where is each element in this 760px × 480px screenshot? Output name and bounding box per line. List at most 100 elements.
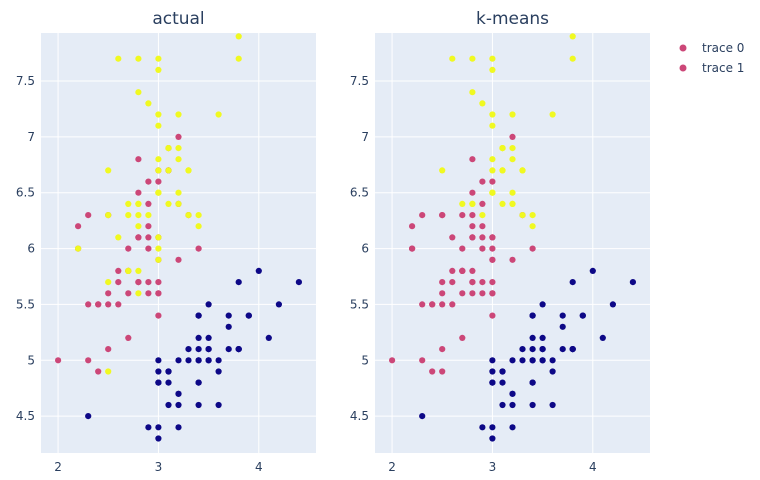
data-point[interactable] bbox=[419, 357, 426, 364]
data-point[interactable] bbox=[459, 267, 466, 274]
data-point[interactable] bbox=[489, 178, 496, 185]
data-point[interactable] bbox=[205, 346, 212, 353]
data-point[interactable] bbox=[569, 33, 576, 40]
data-point[interactable] bbox=[499, 368, 506, 375]
data-point[interactable] bbox=[85, 301, 92, 308]
data-point[interactable] bbox=[489, 234, 496, 241]
data-point[interactable] bbox=[529, 245, 536, 252]
data-point[interactable] bbox=[519, 167, 526, 174]
data-point[interactable] bbox=[499, 167, 506, 174]
data-point[interactable] bbox=[539, 346, 546, 353]
data-point[interactable] bbox=[175, 189, 182, 196]
data-point[interactable] bbox=[409, 245, 416, 252]
data-point[interactable] bbox=[499, 145, 506, 152]
data-point[interactable] bbox=[135, 156, 142, 163]
data-point[interactable] bbox=[509, 200, 516, 207]
data-point[interactable] bbox=[125, 212, 132, 219]
data-point[interactable] bbox=[145, 178, 152, 185]
data-point[interactable] bbox=[135, 55, 142, 62]
data-point[interactable] bbox=[509, 189, 516, 196]
data-point[interactable] bbox=[145, 100, 152, 107]
data-point[interactable] bbox=[195, 334, 202, 341]
data-point[interactable] bbox=[195, 212, 202, 219]
data-point[interactable] bbox=[115, 55, 122, 62]
data-point[interactable] bbox=[509, 390, 516, 397]
data-point[interactable] bbox=[489, 245, 496, 252]
data-point[interactable] bbox=[245, 312, 252, 319]
data-point[interactable] bbox=[155, 167, 162, 174]
data-point[interactable] bbox=[489, 379, 496, 386]
data-point[interactable] bbox=[489, 55, 496, 62]
data-point[interactable] bbox=[155, 435, 162, 442]
data-point[interactable] bbox=[195, 245, 202, 252]
data-point[interactable] bbox=[55, 357, 62, 364]
data-point[interactable] bbox=[145, 290, 152, 297]
data-point[interactable] bbox=[195, 312, 202, 319]
data-point[interactable] bbox=[165, 145, 172, 152]
data-point[interactable] bbox=[489, 167, 496, 174]
data-point[interactable] bbox=[155, 189, 162, 196]
data-point[interactable] bbox=[489, 156, 496, 163]
data-point[interactable] bbox=[105, 279, 112, 286]
data-point[interactable] bbox=[439, 279, 446, 286]
data-point[interactable] bbox=[195, 346, 202, 353]
data-point[interactable] bbox=[509, 401, 516, 409]
data-point[interactable] bbox=[469, 223, 476, 230]
data-point[interactable] bbox=[479, 424, 486, 431]
data-point[interactable] bbox=[155, 122, 162, 129]
data-point[interactable] bbox=[165, 200, 172, 207]
data-point[interactable] bbox=[459, 290, 466, 297]
data-point[interactable] bbox=[95, 368, 102, 375]
data-point[interactable] bbox=[85, 212, 92, 219]
data-point[interactable] bbox=[449, 301, 456, 308]
data-point[interactable] bbox=[499, 401, 506, 409]
data-point[interactable] bbox=[145, 279, 152, 286]
data-point[interactable] bbox=[499, 379, 506, 386]
data-point[interactable] bbox=[479, 279, 486, 286]
data-point[interactable] bbox=[155, 424, 162, 431]
data-point[interactable] bbox=[469, 212, 476, 219]
data-point[interactable] bbox=[135, 267, 142, 274]
data-point[interactable] bbox=[489, 189, 496, 196]
data-point[interactable] bbox=[135, 189, 142, 196]
data-point[interactable] bbox=[489, 435, 496, 442]
data-point[interactable] bbox=[549, 401, 556, 409]
data-point[interactable] bbox=[155, 256, 162, 263]
data-point[interactable] bbox=[519, 346, 526, 353]
data-point[interactable] bbox=[125, 245, 132, 252]
data-point[interactable] bbox=[529, 401, 536, 409]
data-point[interactable] bbox=[509, 256, 516, 263]
data-point[interactable] bbox=[145, 245, 152, 252]
data-point[interactable] bbox=[539, 334, 546, 341]
data-point[interactable] bbox=[115, 267, 122, 274]
data-point[interactable] bbox=[459, 334, 466, 341]
data-point[interactable] bbox=[105, 346, 112, 353]
data-point[interactable] bbox=[145, 212, 152, 219]
data-point[interactable] bbox=[225, 312, 232, 319]
data-point[interactable] bbox=[225, 323, 232, 330]
data-point[interactable] bbox=[439, 290, 446, 297]
data-point[interactable] bbox=[155, 245, 162, 252]
data-point[interactable] bbox=[489, 424, 496, 431]
legend-item-1[interactable]: trace 1 bbox=[679, 61, 745, 75]
data-point[interactable] bbox=[155, 290, 162, 297]
data-point[interactable] bbox=[95, 301, 102, 308]
data-point[interactable] bbox=[469, 234, 476, 241]
data-point[interactable] bbox=[589, 267, 596, 274]
data-point[interactable] bbox=[85, 357, 92, 364]
data-point[interactable] bbox=[419, 212, 426, 219]
data-point[interactable] bbox=[295, 279, 302, 286]
data-point[interactable] bbox=[275, 301, 282, 308]
data-point[interactable] bbox=[419, 413, 426, 420]
data-point[interactable] bbox=[185, 212, 192, 219]
data-point[interactable] bbox=[469, 200, 476, 207]
data-point[interactable] bbox=[529, 223, 536, 230]
data-point[interactable] bbox=[155, 156, 162, 163]
data-point[interactable] bbox=[509, 145, 516, 152]
data-point[interactable] bbox=[155, 279, 162, 286]
data-point[interactable] bbox=[195, 223, 202, 230]
data-point[interactable] bbox=[135, 89, 142, 96]
data-point[interactable] bbox=[509, 156, 516, 163]
data-point[interactable] bbox=[479, 245, 486, 252]
data-point[interactable] bbox=[155, 66, 162, 73]
